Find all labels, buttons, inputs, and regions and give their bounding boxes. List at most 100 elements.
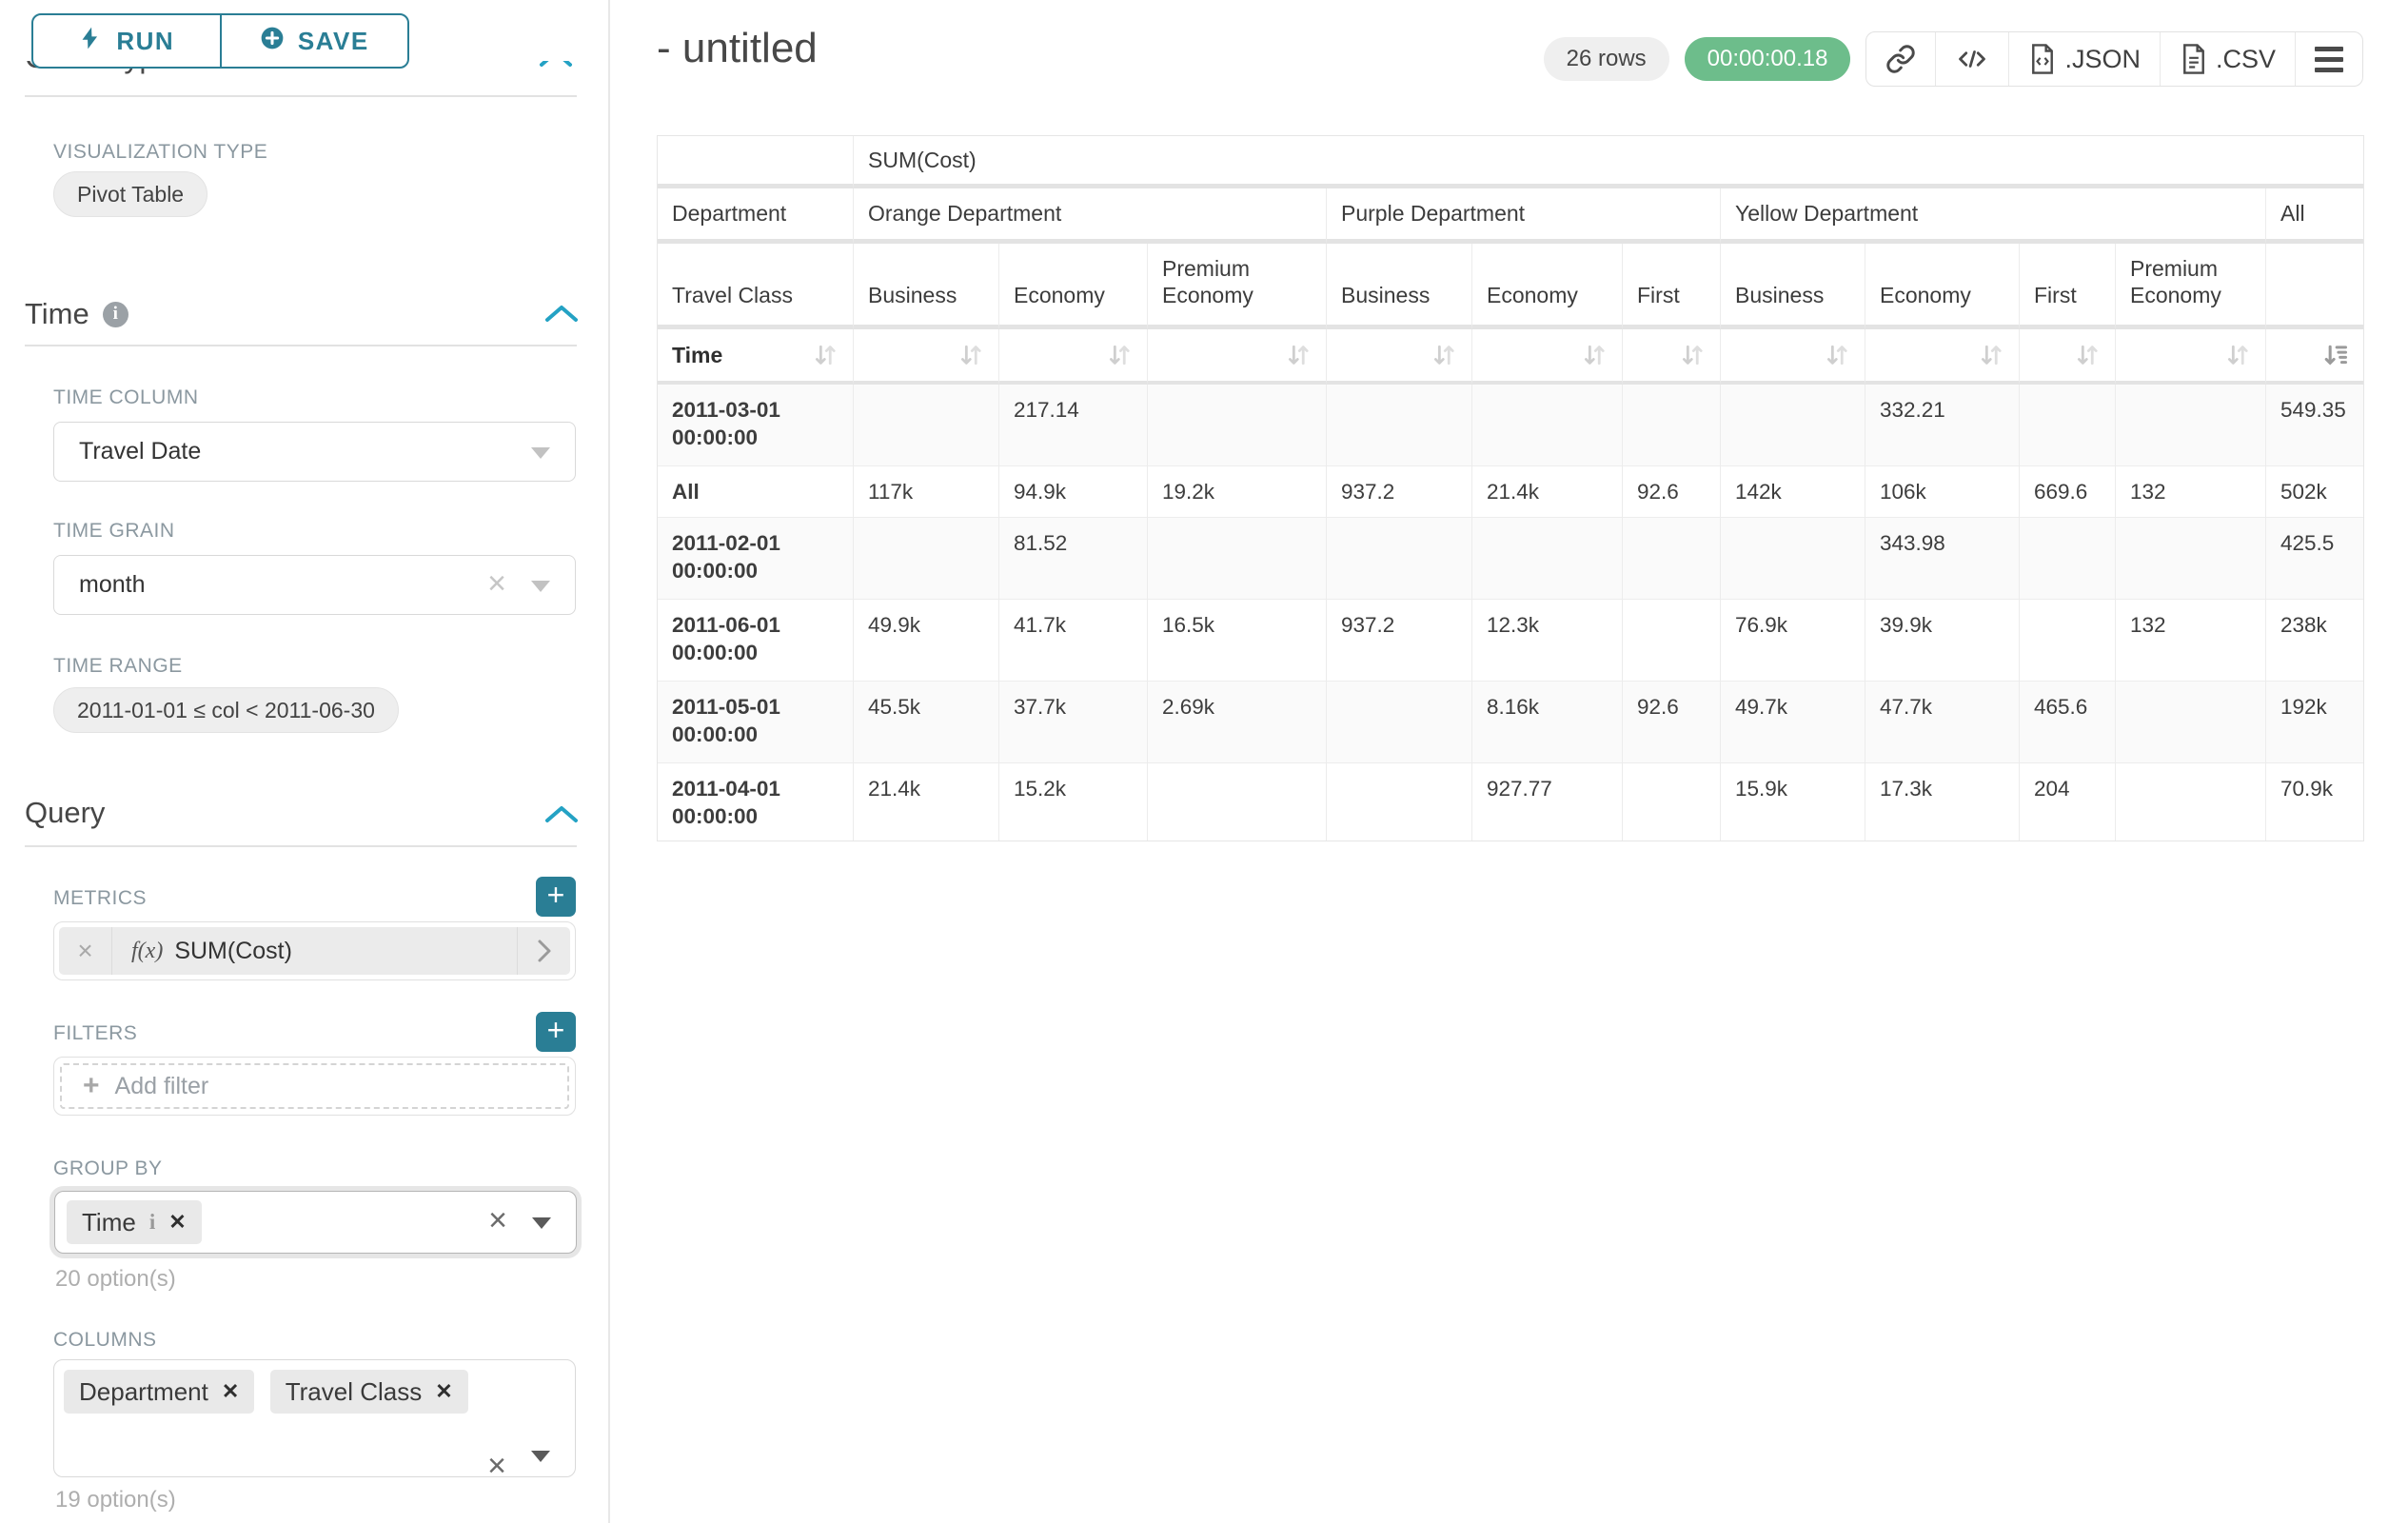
pivot-group-header: Orange Department — [854, 188, 1327, 244]
clear-icon[interactable]: × — [487, 564, 506, 602]
sort-icon — [1682, 345, 1703, 366]
remove-metric-icon[interactable]: × — [59, 927, 112, 975]
pivot-value-cell — [2116, 682, 2266, 763]
sort-icon — [1584, 345, 1605, 366]
columns-tag[interactable]: Travel Class ✕ — [269, 1370, 468, 1414]
add-metric-button[interactable]: + — [536, 877, 576, 917]
columns-label: COLUMNS — [53, 1329, 157, 1351]
remove-tag-icon[interactable]: ✕ — [221, 1379, 240, 1403]
sort-icon — [1288, 345, 1309, 366]
info-icon[interactable]: i — [102, 301, 128, 327]
export-button-group: .JSON .CSV — [1865, 31, 2363, 87]
group-by-label: GROUP BY — [53, 1157, 163, 1179]
time-range-label: TIME RANGE — [53, 655, 183, 677]
pivot-value-cell: 937.2 — [1327, 600, 1472, 682]
clear-icon[interactable]: × — [487, 1448, 506, 1484]
pivot-value-cell — [1148, 763, 1327, 841]
pivot-value-cell: 12.3k — [1472, 600, 1623, 682]
time-grain-select[interactable]: month × — [53, 555, 576, 615]
pivot-sort-cell[interactable] — [1721, 329, 1865, 385]
remove-tag-icon[interactable]: ✕ — [168, 1210, 187, 1234]
pivot-value-cell: 15.9k — [1721, 763, 1865, 841]
sort-icon — [1433, 345, 1454, 366]
pivot-value-cell — [1472, 518, 1623, 600]
plus-circle-icon — [260, 26, 285, 57]
pivot-value-cell: 425.5 — [2266, 518, 2363, 600]
code-icon — [1959, 50, 1986, 68]
pivot-sort-cell[interactable] — [999, 329, 1148, 385]
group-by-tag[interactable]: Time i ✕ — [67, 1200, 202, 1244]
chevron-down-icon — [531, 580, 550, 592]
pivot-value-cell: 41.7k — [999, 600, 1148, 682]
sort-icon — [2227, 345, 2248, 366]
clear-icon[interactable]: × — [488, 1201, 507, 1238]
row-count-badge: 26 rows — [1543, 37, 1669, 81]
pivot-value-cell: 92.6 — [1623, 466, 1721, 518]
info-icon[interactable]: i — [148, 1210, 156, 1234]
section-divider — [25, 95, 577, 97]
pivot-row-label: 2011-06-01 00:00:00 — [658, 600, 854, 682]
columns-tag[interactable]: Department ✕ — [64, 1370, 255, 1414]
run-button[interactable]: RUN — [33, 15, 220, 67]
pivot-value-cell: 142k — [1721, 466, 1865, 518]
pivot-value-cell — [1623, 518, 1721, 600]
add-filter-plus-button[interactable]: + — [536, 1012, 576, 1052]
pivot-sort-cell[interactable] — [1148, 329, 1327, 385]
sort-icon — [1109, 345, 1130, 366]
group-by-select[interactable]: Time i ✕ × — [54, 1191, 577, 1254]
pivot-sort-cell[interactable] — [2116, 329, 2266, 385]
pivot-sort-cell[interactable] — [1472, 329, 1623, 385]
time-column-label: TIME COLUMN — [53, 386, 199, 408]
chart-title[interactable]: - untitled — [657, 25, 818, 71]
pivot-sort-cell[interactable] — [2020, 329, 2116, 385]
columns-select[interactable]: Department ✕ Travel Class ✕ × — [53, 1359, 576, 1484]
pivot-value-cell — [1148, 518, 1327, 600]
query-section-collapse-chevron-icon[interactable] — [544, 803, 579, 831]
pivot-sort-cell[interactable] — [1865, 329, 2020, 385]
pivot-value-cell: 19.2k — [1148, 466, 1327, 518]
sort-icon — [960, 345, 981, 366]
pivot-value-cell — [1327, 518, 1472, 600]
pivot-value-cell: 117k — [854, 466, 999, 518]
metric-chip[interactable]: × f(x) SUM(Cost) — [59, 927, 570, 975]
time-range-pill[interactable]: 2011-01-01 ≤ col < 2011-06-30 — [53, 687, 399, 733]
view-query-button[interactable] — [1935, 32, 2008, 86]
export-json-button[interactable]: .JSON — [2008, 32, 2160, 86]
time-section-collapse-chevron-icon[interactable] — [544, 303, 579, 330]
pivot-value-cell: 2.69k — [1148, 682, 1327, 763]
pivot-time-sort-cell[interactable]: Time — [658, 329, 854, 385]
copy-link-button[interactable] — [1866, 32, 1935, 86]
pivot-value-cell: 45.5k — [854, 682, 999, 763]
pivot-value-cell: 132 — [2116, 600, 2266, 682]
pivot-value-cell: 8.16k — [1472, 682, 1623, 763]
time-column-select[interactable]: Travel Date — [53, 422, 576, 482]
chevron-down-icon — [531, 446, 550, 459]
remove-tag-icon[interactable]: ✕ — [435, 1379, 453, 1403]
pivot-value-cell — [2020, 518, 2116, 600]
pivot-value-cell: 21.4k — [1472, 466, 1623, 518]
query-section-header: Query — [25, 796, 106, 829]
chevron-down-icon — [531, 1451, 550, 1462]
pivot-value-cell — [1148, 385, 1327, 466]
pivot-group-header: Yellow Department — [1721, 188, 2266, 244]
panel-sticky-bar: RUN SAVE — [0, 0, 606, 69]
pivot-value-cell: 76.9k — [1721, 600, 1865, 682]
pivot-value-cell: 132 — [2116, 466, 2266, 518]
visualization-type-pill[interactable]: Pivot Table — [53, 171, 208, 217]
pivot-row-label: 2011-02-01 00:00:00 — [658, 518, 854, 600]
pivot-value-cell — [2116, 385, 2266, 466]
pivot-value-cell: 94.9k — [999, 466, 1148, 518]
save-button[interactable]: SAVE — [219, 15, 408, 67]
pivot-sort-cell[interactable] — [1327, 329, 1472, 385]
pivot-sort-cell[interactable] — [1623, 329, 1721, 385]
pivot-value-cell — [1623, 763, 1721, 841]
add-filter-button[interactable]: + Add filter — [60, 1063, 569, 1109]
pivot-sort-cell-active[interactable] — [2266, 329, 2363, 385]
export-csv-button[interactable]: .CSV — [2159, 32, 2295, 86]
chevron-right-icon[interactable] — [517, 927, 570, 975]
filters-container: + Add filter — [53, 1057, 576, 1116]
menu-button[interactable] — [2295, 32, 2362, 86]
pivot-sort-cell[interactable] — [854, 329, 999, 385]
pivot-subheader: First — [1623, 244, 1721, 329]
time-grain-label: TIME GRAIN — [53, 520, 175, 542]
